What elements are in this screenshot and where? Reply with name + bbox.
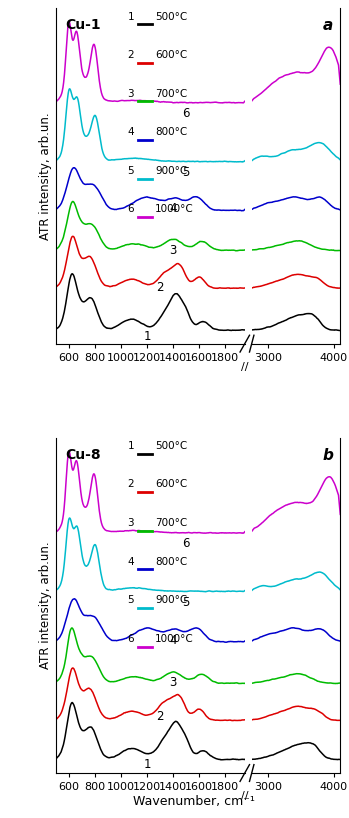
Text: Wavenumber, cm⁻¹: Wavenumber, cm⁻¹ [133, 795, 255, 808]
Text: 6: 6 [128, 204, 134, 214]
Text: 4: 4 [169, 634, 177, 647]
Text: 2: 2 [156, 281, 164, 294]
Text: 5: 5 [183, 166, 190, 179]
Text: b: b [322, 447, 333, 463]
Text: //: // [241, 362, 248, 372]
Text: 900°C: 900°C [155, 596, 187, 605]
Text: 800°C: 800°C [155, 128, 187, 137]
Text: 500°C: 500°C [155, 441, 187, 451]
Text: Cu-8: Cu-8 [65, 447, 101, 461]
Text: 1: 1 [143, 758, 151, 771]
Text: 1: 1 [128, 11, 134, 21]
Text: 2: 2 [156, 710, 164, 723]
Text: 700°C: 700°C [155, 88, 187, 99]
Text: 700°C: 700°C [155, 518, 187, 528]
Text: 500°C: 500°C [155, 11, 187, 21]
Text: 3: 3 [128, 88, 134, 99]
Text: Cu-1: Cu-1 [65, 18, 101, 32]
Text: 2: 2 [128, 479, 134, 489]
Text: 2: 2 [128, 50, 134, 60]
Text: 900°C: 900°C [155, 166, 187, 176]
Text: a: a [323, 18, 333, 34]
Text: 5: 5 [183, 596, 190, 609]
Text: 1: 1 [128, 441, 134, 451]
Text: 600°C: 600°C [155, 479, 187, 489]
Text: 3: 3 [169, 244, 177, 257]
Text: 5: 5 [128, 596, 134, 605]
Text: //: // [241, 792, 248, 802]
Text: 4: 4 [169, 202, 177, 215]
Text: 1000°C: 1000°C [155, 204, 194, 214]
Y-axis label: ATR intensity, arb.un.: ATR intensity, arb.un. [39, 542, 52, 669]
Text: 3: 3 [128, 518, 134, 528]
Text: 6: 6 [128, 634, 134, 644]
Text: 4: 4 [128, 556, 134, 567]
Text: 4: 4 [128, 128, 134, 137]
Text: 1000°C: 1000°C [155, 634, 194, 644]
Y-axis label: ATR intensity, arb.un.: ATR intensity, arb.un. [39, 112, 52, 240]
Text: 6: 6 [183, 107, 190, 120]
Text: 600°C: 600°C [155, 50, 187, 60]
Text: 5: 5 [128, 166, 134, 176]
Text: 1: 1 [143, 330, 151, 344]
Text: 6: 6 [183, 537, 190, 551]
Text: 3: 3 [169, 676, 177, 690]
Text: 800°C: 800°C [155, 556, 187, 567]
